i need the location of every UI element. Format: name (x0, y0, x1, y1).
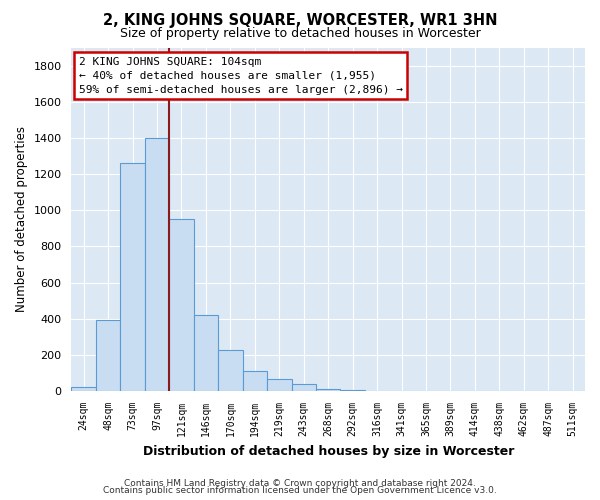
Bar (121, 164, 145, 391)
Bar (242, 372, 267, 391)
Y-axis label: Number of detached properties: Number of detached properties (15, 126, 28, 312)
Bar (71, 386, 96, 391)
Bar (169, 220, 194, 391)
Bar (96, 320, 121, 391)
Bar (145, 138, 169, 391)
Bar (340, 390, 365, 391)
Text: 2 KING JOHNS SQUARE: 104sqm
← 40% of detached houses are smaller (1,955)
59% of : 2 KING JOHNS SQUARE: 104sqm ← 40% of det… (79, 56, 403, 94)
Bar (194, 315, 218, 391)
Text: 2, KING JOHNS SQUARE, WORCESTER, WR1 3HN: 2, KING JOHNS SQUARE, WORCESTER, WR1 3HN (103, 12, 497, 28)
Bar (292, 384, 316, 391)
Text: Contains public sector information licensed under the Open Government Licence v3: Contains public sector information licen… (103, 486, 497, 495)
Text: Contains HM Land Registry data © Crown copyright and database right 2024.: Contains HM Land Registry data © Crown c… (124, 478, 476, 488)
Bar (316, 390, 340, 391)
Bar (267, 380, 292, 391)
Text: Size of property relative to detached houses in Worcester: Size of property relative to detached ho… (119, 28, 481, 40)
Bar (218, 350, 242, 391)
X-axis label: Distribution of detached houses by size in Worcester: Distribution of detached houses by size … (143, 444, 514, 458)
